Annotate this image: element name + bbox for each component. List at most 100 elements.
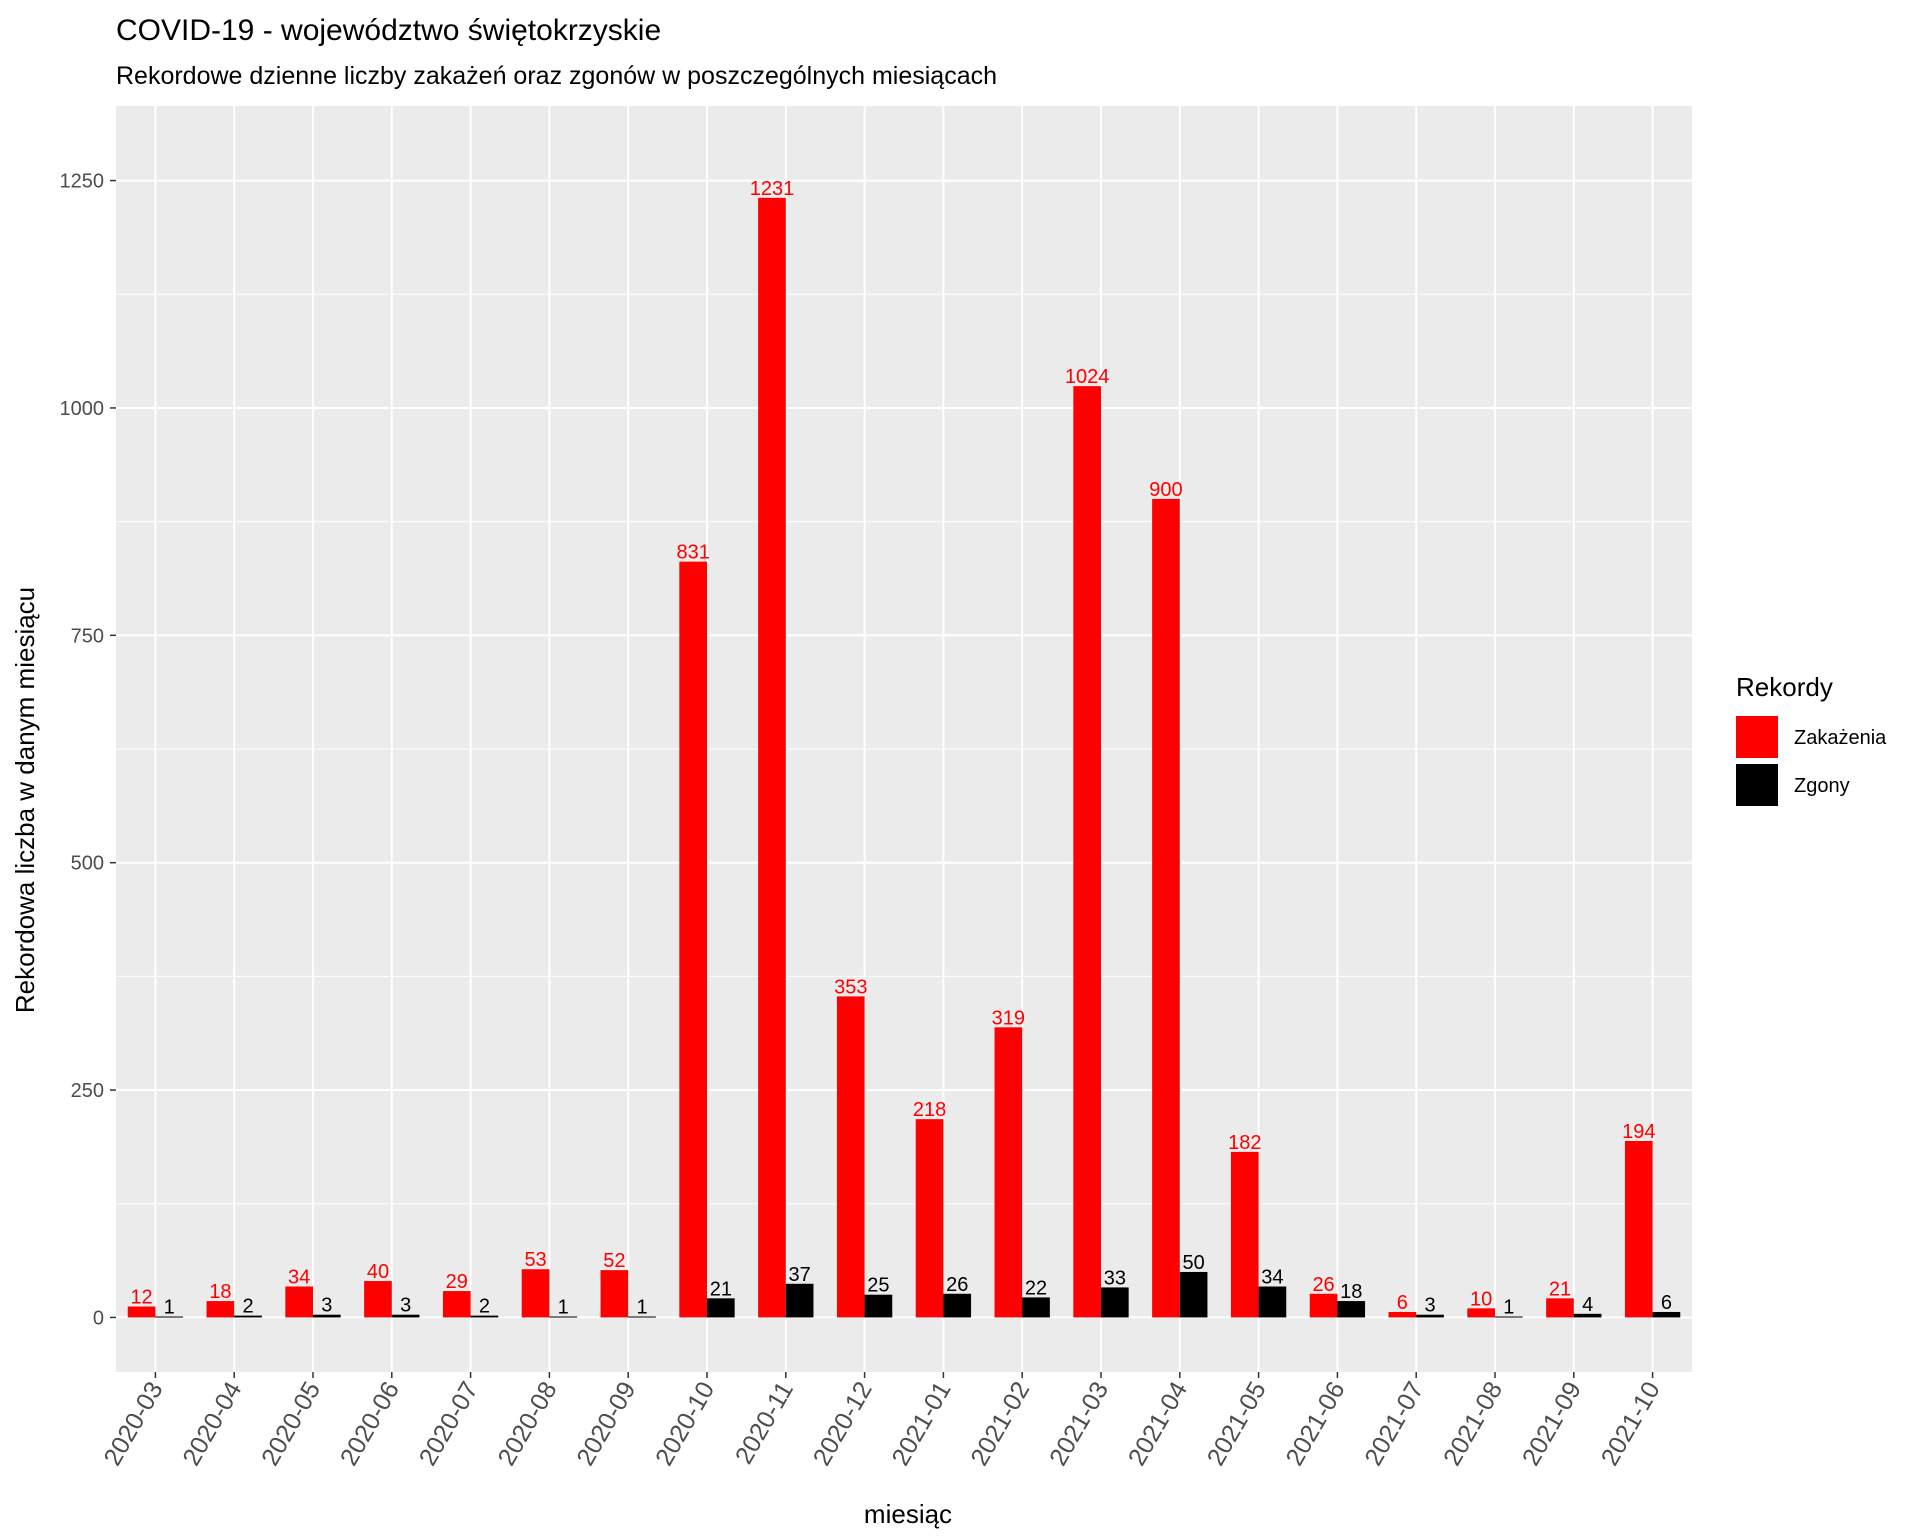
- bar-zakaenia-2021-07: [1388, 1311, 1417, 1318]
- bar-zakaenia-2020-09: [600, 1270, 629, 1318]
- bar-zgony-2021-09: [1573, 1313, 1602, 1318]
- legend-title: Rekordy: [1736, 672, 1833, 702]
- x-tick-label: 2021-05: [1202, 1377, 1272, 1470]
- bar-zakaenia-2020-06: [364, 1281, 392, 1318]
- y-tick-label: 1000: [60, 398, 105, 420]
- bar-zgony-2020-11: [785, 1283, 814, 1318]
- data-label: 3: [1424, 1295, 1435, 1317]
- data-label: 50: [1183, 1252, 1205, 1274]
- x-tick-label: 2021-09: [1517, 1377, 1587, 1470]
- data-label: 4: [1582, 1294, 1593, 1316]
- x-tick-label: 2021-06: [1280, 1377, 1350, 1470]
- bar-zgony-2020-10: [707, 1298, 735, 1318]
- bar-zgony-2021-02: [1022, 1297, 1050, 1318]
- legend-swatch-zgony: [1736, 764, 1778, 806]
- bar-zgony-2021-03: [1101, 1287, 1129, 1318]
- x-tick-label: 2020-09: [571, 1377, 641, 1470]
- data-label: 18: [209, 1281, 231, 1303]
- legend: Rekordy Zakażenia Zgony: [1736, 672, 1887, 806]
- bar-zgony-2021-06: [1337, 1301, 1366, 1318]
- bar-zakaenia-2021-05: [1230, 1151, 1259, 1318]
- y-tick-label: 250: [71, 1080, 104, 1102]
- data-label: 218: [913, 1099, 946, 1121]
- bar-zgony-2021-05: [1258, 1286, 1287, 1318]
- data-label: 34: [288, 1267, 310, 1289]
- bar-zakaenia-2021-03: [1073, 386, 1101, 1318]
- x-tick-label: 2021-03: [1044, 1377, 1114, 1470]
- bar-zakaenia-2020-11: [758, 197, 786, 1318]
- y-axis: 0 250 500 750 1000 1250: [60, 171, 116, 1329]
- data-label: 21: [1549, 1278, 1571, 1300]
- bar-zakaenia-2021-02: [994, 1027, 1023, 1318]
- bar-zakaenia-2020-03: [127, 1306, 156, 1318]
- y-tick-label: 1250: [60, 171, 105, 193]
- data-label: 22: [1025, 1277, 1047, 1299]
- x-tick-label: 2020-04: [177, 1377, 247, 1471]
- data-label: 18: [1340, 1281, 1362, 1303]
- x-tick-label: 2021-10: [1596, 1377, 1666, 1470]
- bar-zakaenia-2020-05: [285, 1286, 313, 1318]
- x-tick-label: 2020-10: [650, 1377, 720, 1470]
- data-label: 25: [867, 1275, 889, 1297]
- x-tick-label: 2021-01: [886, 1377, 956, 1470]
- x-tick-label: 2021-04: [1123, 1377, 1193, 1471]
- x-tick-label: 2020-11: [730, 1377, 799, 1469]
- data-label: 1: [558, 1297, 569, 1319]
- bar-zakaenia-2020-08: [521, 1269, 550, 1318]
- bar-zgony-2020-09: [628, 1316, 656, 1318]
- data-label: 29: [446, 1271, 468, 1293]
- data-label: 10: [1470, 1288, 1492, 1310]
- data-label: 33: [1104, 1267, 1126, 1289]
- bar-zgony-2020-12: [864, 1294, 893, 1318]
- data-label: 3: [400, 1295, 411, 1317]
- y-axis-title: Rekordowa liczba w danym miesiącu: [10, 587, 40, 1013]
- y-tick-label: 750: [71, 625, 104, 647]
- bar-zgony-2021-01: [943, 1293, 972, 1318]
- data-label: 6: [1397, 1292, 1408, 1314]
- bar-zakaenia-2021-09: [1546, 1298, 1574, 1318]
- legend-swatch-zakazenia: [1736, 716, 1778, 758]
- bar-zakaenia-2021-10: [1624, 1140, 1653, 1318]
- data-label: 182: [1228, 1132, 1261, 1154]
- data-label: 52: [603, 1250, 625, 1272]
- data-label: 319: [992, 1007, 1025, 1029]
- x-axis: 2020-03 2020-04 2020-05 2020-06 2020-07 2020-…: [98, 1372, 1666, 1471]
- x-tick-label: 2021-02: [965, 1377, 1035, 1470]
- bar-zgony-2020-05: [313, 1314, 341, 1318]
- bar-zgony-2020-06: [391, 1314, 420, 1318]
- data-label: 831: [676, 542, 709, 564]
- data-label: 37: [789, 1264, 811, 1286]
- data-label: 34: [1261, 1267, 1283, 1289]
- bar-zakaenia-2020-10: [679, 561, 707, 1318]
- chart-title: COVID-19 - województwo świętokrzyskie: [116, 14, 661, 47]
- bar-zakaenia-2020-07: [442, 1291, 471, 1318]
- x-tick-label: 2021-07: [1359, 1377, 1429, 1470]
- data-label: 26: [946, 1274, 968, 1296]
- data-label: 3: [321, 1295, 332, 1317]
- bar-zgony-2021-04: [1179, 1271, 1208, 1318]
- data-label: 1: [1503, 1297, 1514, 1319]
- data-label: 194: [1622, 1121, 1655, 1143]
- bar-zgony-2021-10: [1652, 1311, 1681, 1318]
- data-label: 2: [479, 1296, 490, 1318]
- bar-zakaenia-2020-04: [206, 1301, 235, 1318]
- data-label: 2: [242, 1296, 253, 1318]
- y-tick-label: 0: [93, 1307, 104, 1329]
- x-axis-title: miesiąc: [864, 1499, 952, 1529]
- bar-zgony-2020-07: [470, 1315, 499, 1318]
- x-tick-label: 2020-12: [808, 1377, 878, 1470]
- bars: [127, 197, 1681, 1318]
- x-tick-label: 2020-03: [98, 1377, 168, 1470]
- bar-zakaenia-2021-01: [915, 1119, 944, 1318]
- x-tick-label: 2020-07: [414, 1377, 484, 1470]
- data-label: 40: [367, 1261, 389, 1283]
- data-label: 1231: [750, 178, 795, 200]
- data-label: 21: [710, 1278, 732, 1300]
- legend-label-zgony: Zgony: [1794, 775, 1850, 797]
- bar-zgony-2020-08: [549, 1316, 578, 1318]
- legend-label-zakazenia: Zakażenia: [1794, 727, 1887, 749]
- x-tick-label: 2020-06: [335, 1377, 405, 1470]
- bar-zakaenia-2020-12: [836, 996, 865, 1318]
